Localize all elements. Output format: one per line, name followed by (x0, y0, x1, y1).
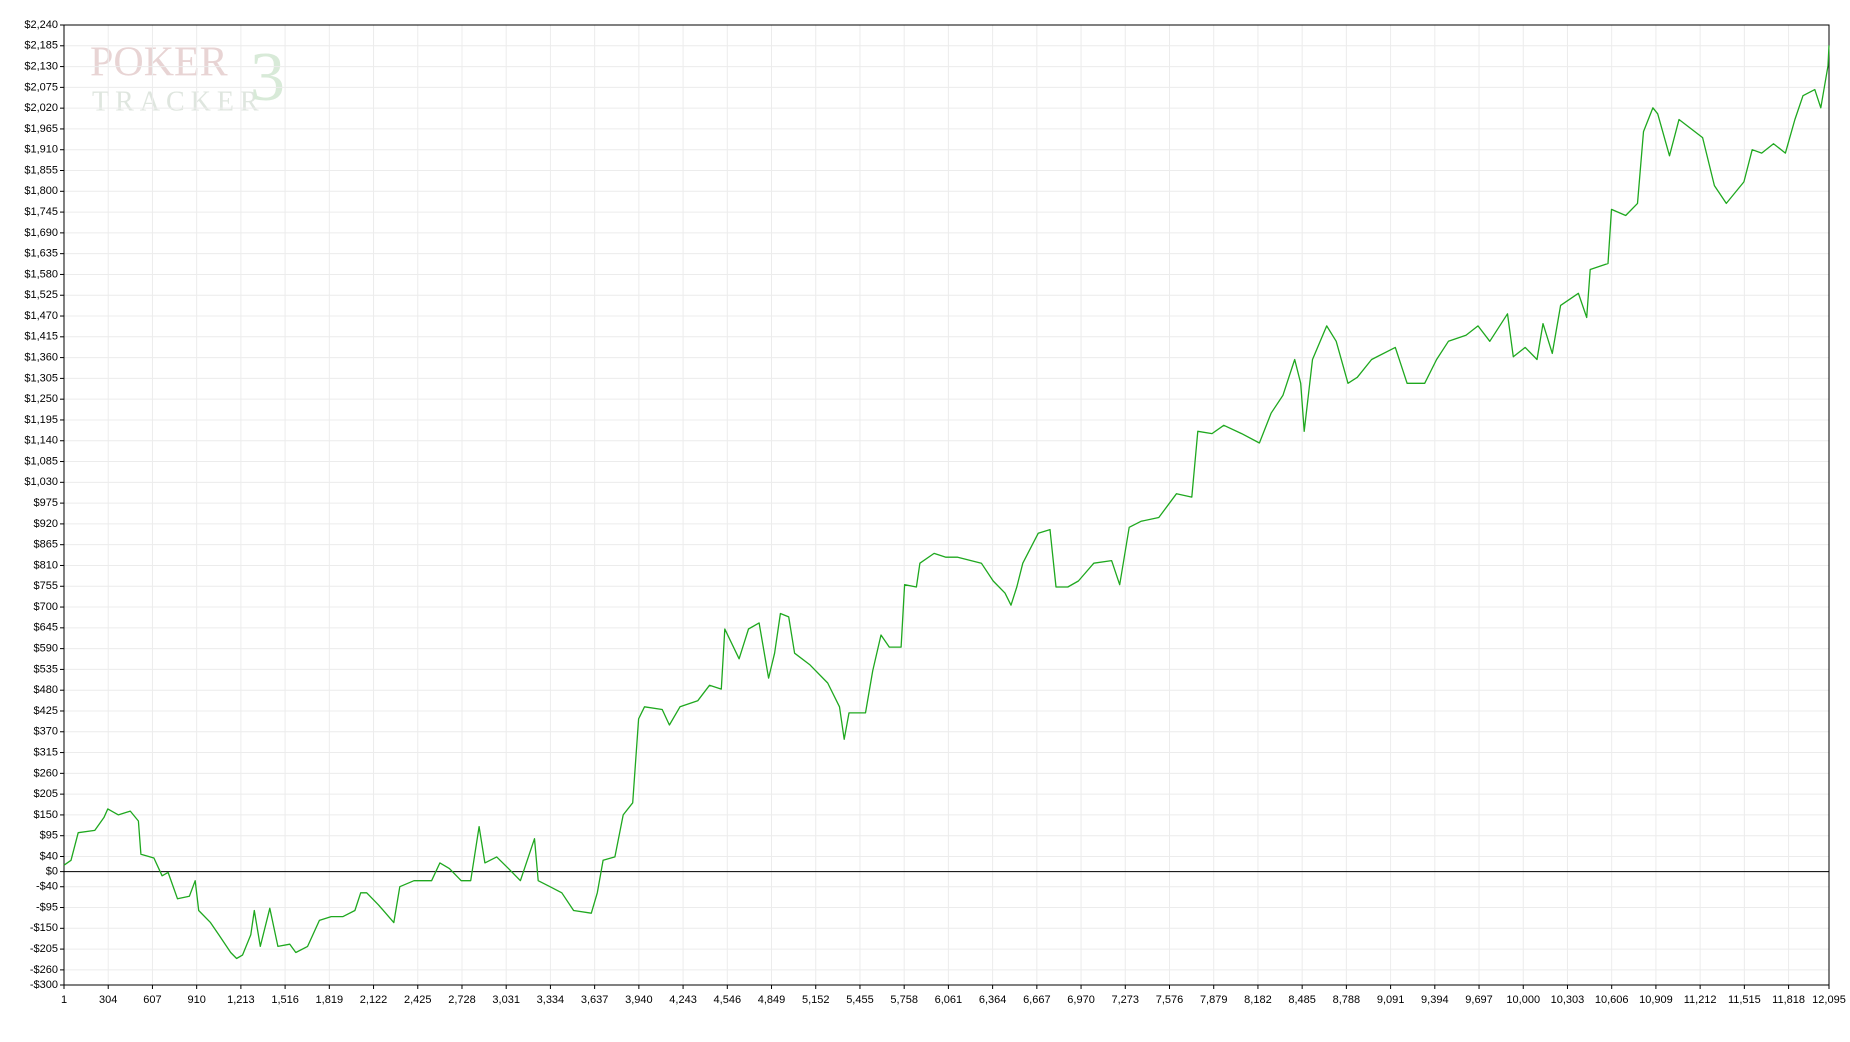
x-tick-label: 2,728 (448, 994, 476, 1006)
x-tick-label: 6,667 (1023, 994, 1051, 1006)
x-tick-label: 2,425 (404, 994, 432, 1006)
x-tick-label: 3,940 (625, 994, 653, 1006)
y-tick-label: $865 (34, 539, 58, 551)
y-tick-label: $1,965 (24, 123, 58, 135)
y-tick-label: $645 (34, 622, 58, 634)
x-tick-label: 10,909 (1639, 994, 1673, 1006)
y-tick-label: $1,800 (24, 185, 58, 197)
x-tick-label: 1,516 (271, 994, 299, 1006)
x-tick-label: 11,818 (1772, 994, 1805, 1006)
x-tick-label: 304 (99, 994, 117, 1006)
y-tick-label: $1,580 (24, 268, 58, 280)
watermark-number: 3 (250, 39, 285, 116)
y-tick-label: $1,470 (24, 310, 58, 322)
y-tick-label: $0 (46, 866, 58, 878)
y-tick-label: -$260 (30, 964, 58, 976)
y-tick-label: -$40 (36, 881, 58, 893)
x-tick-label: 7,576 (1156, 994, 1184, 1006)
plot-frame (63, 24, 1830, 986)
y-tick-label: $590 (34, 643, 58, 655)
x-tick-label: 3,637 (581, 994, 609, 1006)
y-tick-label: $1,195 (24, 414, 58, 426)
watermark-tracker: TRACKER (92, 86, 265, 117)
x-tick-label: 9,697 (1465, 994, 1493, 1006)
y-tick-label: -$150 (30, 922, 58, 934)
y-tick-label: $480 (34, 684, 58, 696)
y-tick-label: $1,360 (24, 352, 58, 364)
x-tick-label: 9,091 (1377, 994, 1405, 1006)
x-tick-label: 8,182 (1244, 994, 1272, 1006)
x-tick-label: 4,849 (758, 994, 786, 1006)
x-tick-label: 607 (143, 994, 161, 1006)
y-tick-label: $1,140 (24, 435, 58, 447)
x-tick-label: 1,213 (227, 994, 255, 1006)
x-tick-label: 6,061 (935, 994, 963, 1006)
x-tick-label: 910 (187, 994, 205, 1006)
x-tick-label: 5,758 (890, 994, 918, 1006)
y-tick-label: $755 (34, 580, 58, 592)
x-tick-label: 3,334 (537, 994, 565, 1006)
y-tick-label: $920 (34, 518, 58, 530)
y-tick-label: $40 (40, 850, 58, 862)
watermark-poker: POKER (90, 40, 228, 86)
y-tick-label: $1,305 (24, 372, 58, 384)
x-tick-label: 10,606 (1595, 994, 1629, 1006)
y-tick-label: $1,855 (24, 164, 58, 176)
y-tick-label: -$300 (30, 979, 58, 991)
x-tick-label: 4,546 (714, 994, 742, 1006)
y-tick-label: $810 (34, 559, 58, 571)
y-tick-label: $370 (34, 726, 58, 738)
x-tick-label: 2,122 (360, 994, 388, 1006)
y-tick-label: $2,075 (24, 81, 58, 93)
y-tick-label: $1,635 (24, 248, 58, 260)
x-tick-label: 9,394 (1421, 994, 1449, 1006)
x-tick-label: 12,095 (1812, 994, 1846, 1006)
x-tick-label: 1 (61, 994, 67, 1006)
y-tick-label: $95 (40, 830, 58, 842)
y-tick-label: $1,745 (24, 206, 58, 218)
x-tick-label: 5,455 (846, 994, 874, 1006)
x-tick-label: 8,485 (1288, 994, 1316, 1006)
y-tick-label: $150 (34, 809, 58, 821)
y-tick-label: $205 (34, 788, 58, 800)
x-tick-label: 7,273 (1112, 994, 1140, 1006)
x-tick-label: 3,031 (492, 994, 520, 1006)
y-tick-label: $1,910 (24, 144, 58, 156)
x-tick-label: 8,788 (1333, 994, 1361, 1006)
x-tick-label: 10,000 (1506, 994, 1540, 1006)
x-tick-label: 10,303 (1551, 994, 1585, 1006)
y-tick-label: $1,250 (24, 393, 58, 405)
y-tick-label: -$205 (30, 943, 58, 955)
y-tick-label: $1,030 (24, 476, 58, 488)
x-tick-label: 7,879 (1200, 994, 1228, 1006)
x-tick-label: 5,152 (802, 994, 830, 1006)
y-tick-label: $260 (34, 767, 58, 779)
y-tick-label: $1,415 (24, 331, 58, 343)
y-tick-label: $700 (34, 601, 58, 613)
y-tick-label: $1,690 (24, 227, 58, 239)
x-tick-label: 11,212 (1684, 994, 1717, 1006)
y-tick-label: $425 (34, 705, 58, 717)
y-tick-label: $535 (34, 663, 58, 675)
x-tick-label: 1,819 (316, 994, 344, 1006)
x-tick-label: 6,364 (979, 994, 1007, 1006)
balance-line (63, 45, 1830, 960)
y-tick-label: $1,525 (24, 289, 58, 301)
y-tick-label: $2,240 (24, 19, 58, 31)
y-tick-label: $2,130 (24, 60, 58, 72)
y-tick-label: $315 (34, 746, 58, 758)
x-tick-label: 6,970 (1067, 994, 1095, 1006)
y-tick-label: -$95 (36, 901, 58, 913)
y-tick-label: $1,085 (24, 455, 58, 467)
y-tick-label: $2,020 (24, 102, 58, 114)
y-tick-label: $2,185 (24, 40, 58, 52)
x-tick-label: 11,515 (1728, 994, 1761, 1006)
y-tick-label: $975 (34, 497, 58, 509)
x-tick-label: 4,243 (669, 994, 697, 1006)
